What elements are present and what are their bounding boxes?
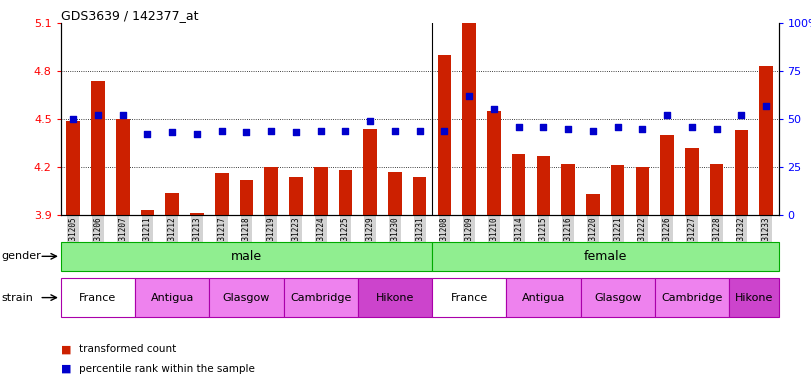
Bar (116, 119, 130, 215)
Bar (759, 66, 773, 215)
Bar (729, 278, 779, 317)
Bar (209, 278, 284, 317)
Point (513, 124, 526, 130)
Bar (537, 156, 550, 215)
Text: France: France (451, 293, 487, 303)
Point (240, 129, 253, 136)
Bar (358, 278, 432, 317)
Bar (190, 214, 204, 215)
Text: transformed count: transformed count (79, 344, 176, 354)
Point (735, 112, 748, 118)
Point (116, 112, 129, 118)
Bar (314, 167, 328, 215)
Bar (735, 130, 749, 215)
Text: percentile rank within the sample: percentile rank within the sample (79, 364, 255, 374)
Bar (660, 135, 674, 215)
Point (760, 103, 773, 109)
Bar (710, 164, 723, 215)
Text: Hikone: Hikone (735, 293, 773, 303)
Bar (140, 210, 154, 215)
Point (363, 118, 376, 124)
Point (685, 124, 698, 130)
Point (314, 127, 327, 134)
Bar (284, 278, 358, 317)
Point (290, 129, 303, 136)
Bar (239, 180, 253, 215)
Bar (91, 81, 105, 215)
Point (388, 127, 401, 134)
Bar (438, 55, 451, 215)
Text: Cambridge: Cambridge (290, 293, 351, 303)
Bar (413, 177, 427, 215)
Point (339, 127, 352, 134)
Bar (388, 172, 401, 215)
Point (141, 131, 154, 137)
Bar (685, 148, 699, 215)
Bar (432, 242, 779, 271)
Text: ■: ■ (61, 344, 71, 354)
Bar (586, 194, 600, 215)
Bar (611, 166, 624, 215)
Point (463, 93, 476, 99)
Text: Glasgow: Glasgow (223, 293, 270, 303)
Bar (487, 111, 500, 215)
Point (710, 126, 723, 132)
Point (562, 126, 575, 132)
Point (611, 124, 624, 130)
Text: female: female (584, 250, 627, 263)
Bar (432, 278, 506, 317)
Point (413, 127, 427, 134)
Bar (215, 174, 229, 215)
Bar (61, 242, 432, 271)
Bar (462, 23, 476, 215)
Bar (363, 129, 377, 215)
Point (586, 127, 599, 134)
Bar (636, 167, 650, 215)
Point (487, 106, 500, 113)
Text: Antigua: Antigua (521, 293, 565, 303)
Text: ■: ■ (61, 364, 71, 374)
Point (215, 127, 228, 134)
Text: gender: gender (2, 251, 41, 262)
Bar (290, 177, 303, 215)
Bar (165, 193, 179, 215)
Text: strain: strain (2, 293, 33, 303)
Bar (264, 167, 278, 215)
Bar (654, 278, 729, 317)
Point (92, 112, 105, 118)
Bar (67, 121, 80, 215)
Text: Hikone: Hikone (375, 293, 414, 303)
Text: France: France (79, 293, 117, 303)
Bar (135, 278, 209, 317)
Bar (561, 164, 575, 215)
Point (636, 126, 649, 132)
Bar (61, 278, 135, 317)
Bar (512, 154, 526, 215)
Text: Antigua: Antigua (151, 293, 194, 303)
Bar (339, 170, 352, 215)
Text: male: male (231, 250, 262, 263)
Point (661, 112, 674, 118)
Bar (506, 278, 581, 317)
Point (67, 116, 79, 122)
Text: Glasgow: Glasgow (594, 293, 642, 303)
Bar (581, 278, 654, 317)
Point (191, 131, 204, 137)
Point (165, 129, 178, 136)
Point (438, 127, 451, 134)
Point (537, 124, 550, 130)
Text: GDS3639 / 142377_at: GDS3639 / 142377_at (61, 9, 199, 22)
Text: Cambridge: Cambridge (661, 293, 723, 303)
Point (264, 127, 277, 134)
